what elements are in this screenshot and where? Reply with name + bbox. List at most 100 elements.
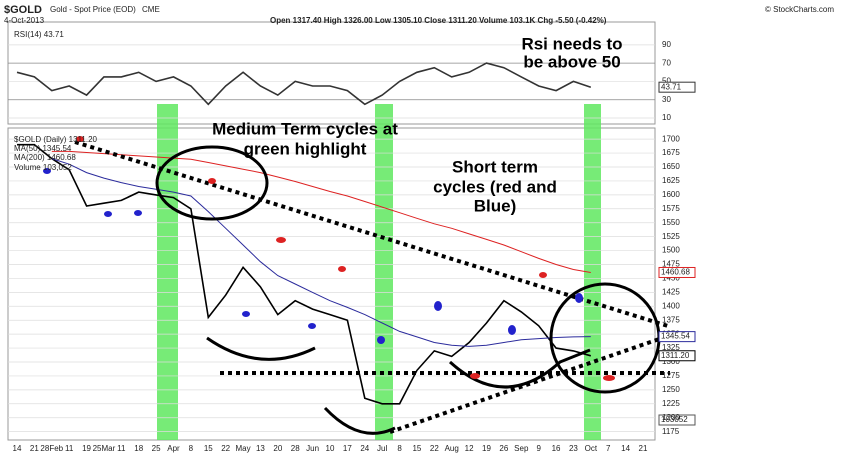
annotation: cycles (red and	[433, 177, 557, 196]
cycle-curve	[206, 336, 316, 361]
green-highlight	[157, 104, 178, 440]
x-tick-label: 8	[189, 444, 194, 453]
x-tick-label: 15	[204, 444, 213, 453]
y-tick-label: 1225	[662, 399, 680, 408]
y-tick-label: 1475	[662, 260, 680, 269]
y-tick-label: 90	[662, 40, 671, 49]
plot	[8, 44, 655, 432]
drawings	[155, 145, 661, 435]
annotation: be above 50	[523, 52, 620, 71]
x-tick-label: 24	[360, 444, 369, 453]
y-tick-label: 1700	[662, 134, 680, 143]
cycle-dot	[338, 266, 346, 272]
value-box	[658, 350, 696, 362]
x-tick-label: 14	[13, 444, 22, 453]
y-tick-label: 1300	[662, 357, 680, 366]
x-tick-label: 20	[273, 444, 282, 453]
annotation: Medium Term cycles at	[212, 119, 398, 138]
trend-line	[389, 334, 669, 434]
cycle-dot	[539, 272, 547, 278]
y-tick-label: 1175	[662, 427, 680, 436]
cycle-dot	[308, 323, 316, 329]
y-tick-label: 1675	[662, 148, 680, 157]
series-line	[16, 62, 592, 106]
last-value-label: 43.71	[661, 82, 682, 91]
legend-entry: MA(200) 1460.68	[14, 153, 76, 162]
cycle-dot	[377, 336, 385, 344]
last-value-label: 1345.54	[661, 332, 690, 341]
y-tick-label: 1325	[662, 343, 680, 352]
volume-box: 103052	[661, 415, 688, 424]
x-tick-label: Jul	[377, 444, 387, 453]
value-box	[658, 331, 696, 343]
y-tick-label: 1425	[662, 287, 680, 296]
cycle-dot	[104, 211, 112, 217]
y-tick-label: 1600	[662, 190, 680, 199]
green-highlight	[375, 104, 393, 440]
x-tick-label: 28Feb	[40, 444, 63, 453]
x-tick-label: 8	[397, 444, 402, 453]
y-tick-label: 50	[662, 77, 671, 86]
copyright: © StockCharts.com	[765, 5, 834, 14]
x-tick-label: Aug	[445, 444, 459, 453]
value-box	[658, 266, 696, 278]
cycle-dot	[43, 168, 51, 174]
x-tick-label: Jun	[306, 444, 319, 453]
cycle-dot	[603, 375, 615, 381]
price-panel	[7, 127, 656, 441]
annotation: Short term	[452, 157, 538, 176]
last-value-label: 1311.20	[661, 351, 690, 360]
x-tick-label: 19	[82, 444, 91, 453]
last-value-label: 1460.68	[661, 268, 690, 277]
x-tick-label: 26	[499, 444, 508, 453]
rsi-panel	[7, 21, 656, 125]
x-tick-label: 23	[569, 444, 578, 453]
x-tick-label: 28	[291, 444, 300, 453]
x-tick-label: 11	[117, 444, 126, 453]
highlights	[157, 104, 601, 440]
annotation: green highlight	[244, 139, 367, 158]
x-tick-label: 22	[430, 444, 439, 453]
y-tick-label: 1550	[662, 218, 680, 227]
cycle-dot	[76, 136, 84, 142]
circle	[155, 145, 269, 221]
x-tick-label: 17	[343, 444, 352, 453]
annotation: Blue)	[474, 196, 517, 215]
cycle-dot	[434, 301, 442, 311]
x-tick-label: 22	[221, 444, 230, 453]
y-tick-label: 1500	[662, 246, 680, 255]
cycle-dot	[134, 210, 142, 216]
series-line	[51, 150, 591, 273]
y-tick-label: 1250	[662, 385, 680, 394]
y-tick-label: 10	[662, 113, 671, 122]
x-tick-label: 18	[134, 444, 143, 453]
x-tick-label: Apr	[167, 444, 180, 453]
y-tick-label: 1450	[662, 274, 680, 283]
y-tick-label: 1625	[662, 176, 680, 185]
volume-legend: Volume 103,052	[14, 163, 72, 172]
legend-entry: $GOLD (Daily) 1311.20	[14, 135, 98, 144]
y-tick-label: 1275	[662, 371, 680, 380]
cycle-dot	[242, 311, 250, 317]
date: 4-Oct-2013	[4, 16, 45, 25]
legend-entry: RSI(14) 43.71	[14, 30, 64, 39]
security-name: Gold - Spot Price (EOD)	[50, 5, 136, 14]
x-tick-label: 25	[152, 444, 161, 453]
x-tick-label: 16	[552, 444, 561, 453]
x-tick-label: 21	[639, 444, 648, 453]
x-tick-label: 15	[412, 444, 421, 453]
y-tick-label: 1375	[662, 315, 680, 324]
y-tick-label: 30	[662, 95, 671, 104]
cycle-dot	[208, 178, 216, 184]
series-line	[17, 143, 592, 405]
x-tick-label: Sep	[514, 444, 529, 453]
x-tick-label: 9	[536, 444, 541, 453]
y-tick-label: 1650	[662, 162, 680, 171]
cycle-dots	[43, 136, 615, 381]
y-tick-label: 1400	[662, 301, 680, 310]
annotation: Rsi needs to	[521, 34, 622, 53]
x-tick-label: 12	[465, 444, 474, 453]
y-tick-label: 1575	[662, 204, 680, 213]
